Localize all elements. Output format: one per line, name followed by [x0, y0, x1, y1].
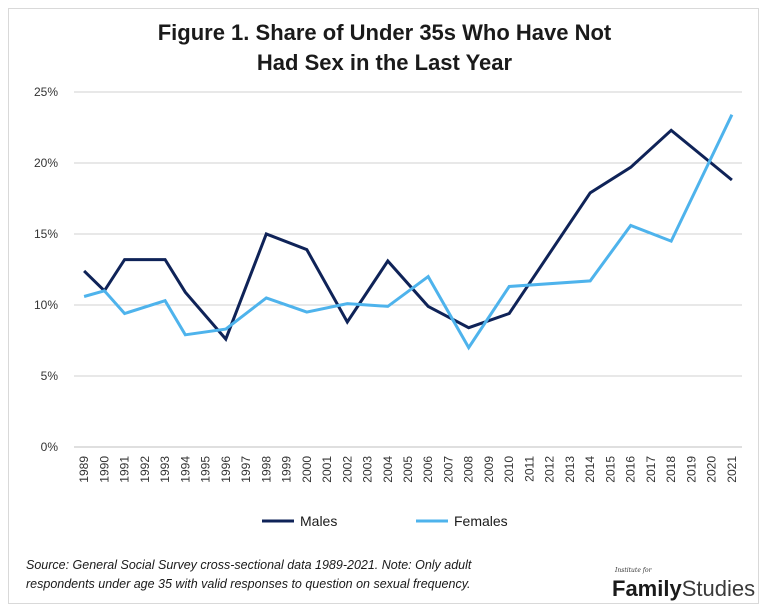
- x-tick-label: 2013: [563, 456, 577, 483]
- chart-title-line-1: Figure 1. Share of Under 35s Who Have No…: [157, 20, 612, 45]
- x-tick-label: 2020: [705, 456, 719, 483]
- x-tick-label: 2021: [725, 456, 739, 483]
- logo-small-text: Institute for: [615, 567, 652, 574]
- x-tick-label: 1999: [280, 456, 294, 483]
- x-tick-label: 1989: [77, 456, 91, 483]
- x-tick-label: 2019: [684, 456, 698, 483]
- x-tick-label: 2008: [462, 456, 476, 483]
- legend-label-females: Females: [454, 513, 508, 529]
- x-tick-label: 2000: [300, 456, 314, 483]
- source-note-line-1: Source: General Social Survey cross-sect…: [26, 558, 472, 572]
- x-tick-label: 2001: [320, 456, 334, 483]
- x-tick-label: 1993: [158, 456, 172, 483]
- legend-label-males: Males: [300, 513, 337, 529]
- y-tick-label: 25%: [34, 85, 58, 99]
- chart-title: Figure 1. Share of Under 35s Who Have No…: [0, 18, 769, 78]
- chart-title-line-2: Had Sex in the Last Year: [256, 50, 513, 75]
- x-tick-label: 2018: [664, 456, 678, 483]
- x-tick-label: 1990: [97, 456, 111, 483]
- x-tick-label: 2009: [482, 456, 496, 483]
- x-tick-label: 2003: [361, 456, 375, 483]
- x-tick-label: 1991: [118, 456, 132, 483]
- logo-light-text: Studies: [681, 576, 756, 601]
- y-tick-label: 5%: [41, 369, 59, 383]
- x-tick-label: 2010: [502, 456, 516, 483]
- x-tick-label: 2015: [603, 456, 617, 483]
- x-tick-label: 2006: [421, 456, 435, 483]
- source-note: Source: General Social Survey cross-sect…: [26, 556, 586, 594]
- x-tick-label: 2012: [543, 456, 557, 483]
- x-tick-label: 1992: [138, 456, 152, 483]
- x-tick-label: 2014: [583, 456, 597, 483]
- logo-bold-text: Family: [612, 576, 682, 601]
- y-tick-label: 0%: [41, 440, 59, 454]
- series-line-males: [83, 128, 733, 342]
- x-tick-label: 2011: [522, 456, 536, 482]
- x-tick-label: 2005: [401, 456, 415, 483]
- x-tick-label: 2016: [624, 456, 638, 483]
- series-line-females: [83, 114, 734, 351]
- logo-wordmark: FamilyStudies: [612, 576, 755, 602]
- x-tick-label: 2017: [644, 456, 658, 483]
- x-tick-label: 2004: [381, 456, 395, 483]
- x-tick-label: 2007: [441, 456, 455, 483]
- y-tick-label: 20%: [34, 156, 58, 170]
- x-tick-label: 2002: [340, 456, 354, 483]
- x-tick-label: 1997: [239, 456, 253, 483]
- y-tick-label: 10%: [34, 298, 58, 312]
- x-tick-label: 1994: [178, 456, 192, 483]
- x-tick-label: 1998: [259, 456, 273, 483]
- x-tick-label: 1995: [199, 456, 213, 483]
- x-tick-label: 1996: [219, 456, 233, 483]
- y-tick-label: 15%: [34, 227, 58, 241]
- source-note-line-2: respondents under age 35 with valid resp…: [26, 577, 471, 591]
